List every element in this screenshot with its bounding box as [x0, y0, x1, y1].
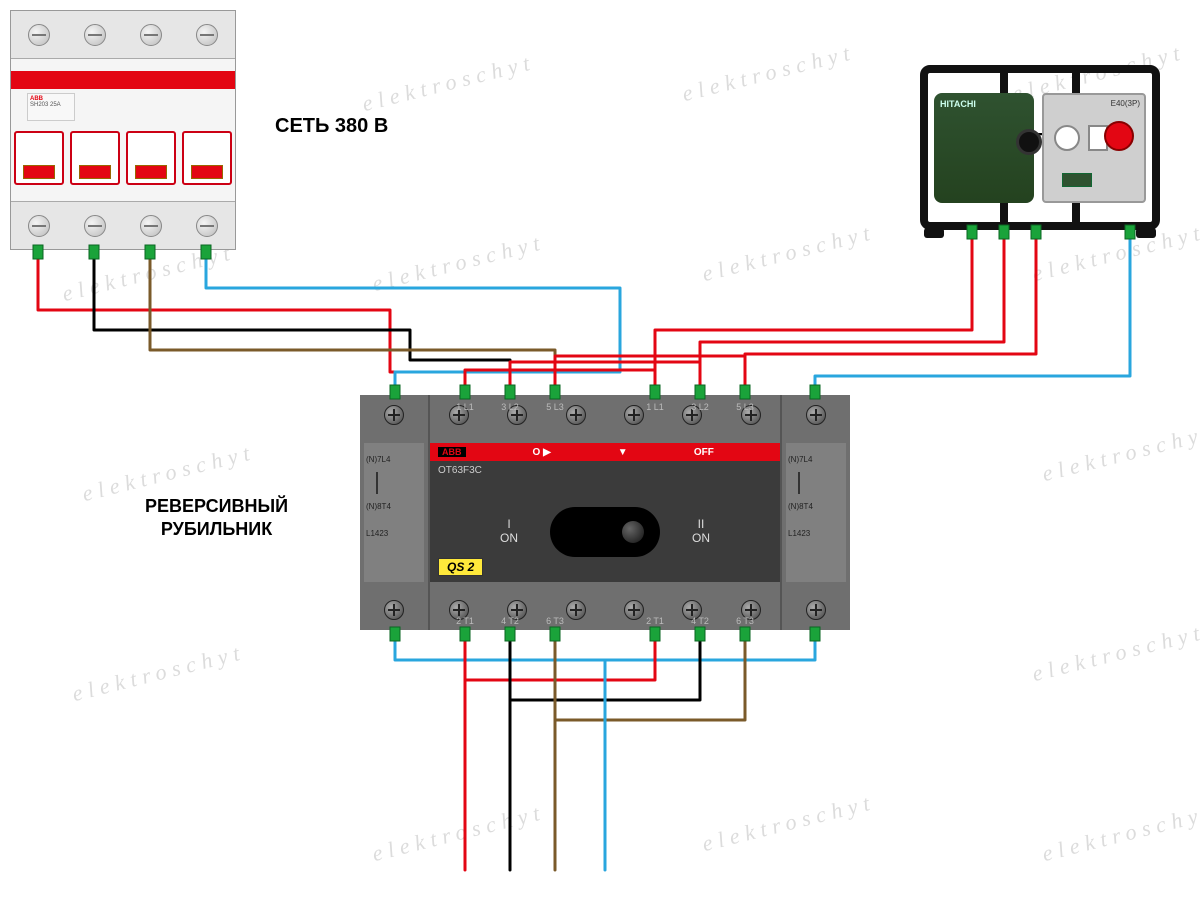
generator-model: E40(3P) [1111, 99, 1140, 108]
label-switch: РЕВЕРСИВНЫЙ РУБИЛЬНИК [145, 495, 288, 542]
breaker-bottom-rail [11, 201, 235, 249]
lever-icon [191, 165, 223, 179]
screw-icon [741, 405, 761, 425]
switch-knob-icon [550, 507, 660, 557]
switch-bottom-terminals [430, 590, 780, 630]
screw-icon [384, 405, 404, 425]
lever-icon [23, 165, 55, 179]
switch-icon [1062, 173, 1092, 187]
lever-icon [79, 165, 111, 179]
generator-engine: HITACHI [934, 93, 1034, 203]
gauge-icon [1054, 125, 1080, 151]
generator-panel: E40(3P) [1042, 93, 1146, 203]
screw-icon [28, 24, 50, 46]
strip-left: O ▶ [466, 447, 618, 458]
socket-icon [1104, 121, 1134, 151]
strip-right: OFF [628, 447, 780, 458]
switch-aux-right: (N)7L4 (N)8T4 L1423 [780, 395, 850, 630]
foot-icon [1136, 228, 1156, 238]
screw-icon [507, 600, 527, 620]
breaker-levers [11, 131, 235, 185]
breaker-top-rail [11, 11, 235, 59]
reversing-switch-qs2: (N)7L4 (N)8T4 L1423 ABB O ▶ ▼ OFF [360, 395, 850, 630]
breaker-rating-label: ABB SH203 25A [27, 93, 75, 121]
switch-pos-1: ION [500, 517, 518, 545]
label-switch-line1: РЕВЕРСИВНЫЙ [145, 495, 288, 518]
screw-icon [806, 600, 826, 620]
screw-icon [624, 600, 644, 620]
screw-icon [566, 405, 586, 425]
switch-side-panel: (N)7L4 (N)8T4 L1423 [364, 443, 424, 582]
circuit-breaker-qs1: ABB SH203 25A QS1 [10, 10, 236, 250]
switch-top-terminals [430, 395, 780, 435]
label-mains: СЕТЬ 380 В [275, 115, 388, 138]
label-switch-line2: РУБИЛЬНИК [145, 518, 288, 541]
switch-pos-2: IION [692, 517, 710, 545]
switch-face: OT63F3C ION IION QS 2 [430, 461, 780, 582]
screw-icon [140, 24, 162, 46]
switch-model: OT63F3C [438, 465, 482, 476]
screw-icon [682, 600, 702, 620]
pull-start-icon [1016, 129, 1042, 155]
screw-icon [682, 405, 702, 425]
switch-aux-left: (N)7L4 (N)8T4 L1423 [360, 395, 430, 630]
generator-brand: HITACHI [940, 99, 976, 109]
switch-accent-strip: ABB O ▶ ▼ OFF [430, 443, 780, 461]
switch-main: ABB O ▶ ▼ OFF OT63F3C ION IION QS 2 [430, 395, 780, 630]
screw-icon [84, 215, 106, 237]
screw-icon [84, 24, 106, 46]
switch-designator: QS 2 [438, 558, 483, 576]
screw-icon [140, 215, 162, 237]
screw-icon [28, 215, 50, 237]
screw-icon [196, 215, 218, 237]
switch-brand: ABB [438, 447, 466, 457]
screw-icon [566, 600, 586, 620]
screw-icon [741, 600, 761, 620]
screw-icon [449, 405, 469, 425]
generator: HITACHI E40(3P) [920, 65, 1160, 230]
foot-icon [924, 228, 944, 238]
breaker-accent-band [11, 71, 235, 89]
diagram-canvas: elektroschytelektroschytelektroschytelek… [0, 0, 1200, 911]
screw-icon [449, 600, 469, 620]
screw-icon [507, 405, 527, 425]
strip-center: ▼ [618, 447, 628, 458]
screw-icon [196, 24, 218, 46]
screw-icon [806, 405, 826, 425]
lever-icon [135, 165, 167, 179]
switch-side-panel: (N)7L4 (N)8T4 L1423 [786, 443, 846, 582]
screw-icon [384, 600, 404, 620]
screw-icon [624, 405, 644, 425]
